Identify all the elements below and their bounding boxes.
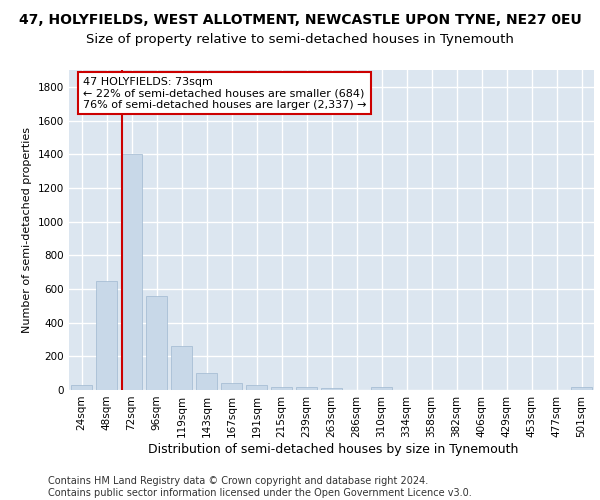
Bar	[571, 386, 592, 390]
Bar	[96, 280, 117, 390]
Text: Contains HM Land Registry data © Crown copyright and database right 2024.
Contai: Contains HM Land Registry data © Crown c…	[48, 476, 472, 498]
Bar	[246, 385, 267, 390]
Bar	[296, 386, 317, 390]
Bar	[221, 384, 242, 390]
Bar	[146, 296, 167, 390]
Text: 47 HOLYFIELDS: 73sqm
← 22% of semi-detached houses are smaller (684)
76% of semi: 47 HOLYFIELDS: 73sqm ← 22% of semi-detac…	[83, 76, 366, 110]
Bar	[196, 373, 217, 390]
Bar	[271, 386, 292, 390]
Bar	[121, 154, 142, 390]
Bar	[71, 385, 92, 390]
Bar	[321, 388, 342, 390]
Text: Size of property relative to semi-detached houses in Tynemouth: Size of property relative to semi-detach…	[86, 32, 514, 46]
Text: Distribution of semi-detached houses by size in Tynemouth: Distribution of semi-detached houses by …	[148, 442, 518, 456]
Y-axis label: Number of semi-detached properties: Number of semi-detached properties	[22, 127, 32, 333]
Text: 47, HOLYFIELDS, WEST ALLOTMENT, NEWCASTLE UPON TYNE, NE27 0EU: 47, HOLYFIELDS, WEST ALLOTMENT, NEWCASTL…	[19, 12, 581, 26]
Bar	[171, 346, 192, 390]
Bar	[371, 386, 392, 390]
